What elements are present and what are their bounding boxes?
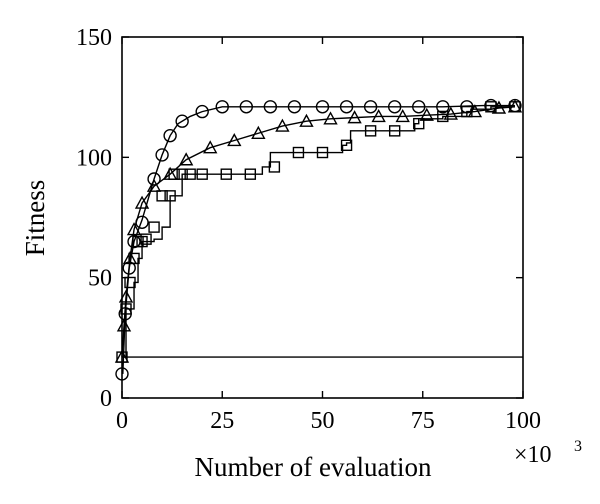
circle-marker <box>387 100 402 114</box>
circle-marker <box>263 100 278 114</box>
triangle-marker <box>178 152 194 166</box>
circle-marker <box>115 367 129 381</box>
triangle-marker <box>371 108 386 123</box>
square-marker <box>128 252 140 265</box>
plot-frame <box>121 36 524 399</box>
square-marker <box>164 190 176 202</box>
x-axis-ticks <box>121 37 524 398</box>
series-triangle <box>114 99 523 363</box>
circle-marker <box>436 100 450 114</box>
y-axis-ticks <box>122 36 523 399</box>
square-marker <box>413 117 425 130</box>
x-tick-label: 25 <box>210 408 234 434</box>
x-axis-multiplier-exponent: 3 <box>574 438 582 455</box>
circle-marker <box>163 128 177 143</box>
x-axis-multiplier-base: ×10 <box>514 442 552 468</box>
square-marker <box>316 146 329 159</box>
circle-marker <box>339 100 354 114</box>
triangle-marker <box>203 140 218 154</box>
series-line <box>121 106 516 358</box>
triangle-marker <box>395 108 410 123</box>
x-tick-label: 100 <box>505 408 541 434</box>
series-line <box>122 106 515 358</box>
circle-marker <box>215 100 229 114</box>
triangle-marker <box>146 178 162 192</box>
square-marker <box>244 168 257 180</box>
circle-marker <box>155 148 169 162</box>
circle-marker <box>287 100 302 114</box>
square-marker <box>220 168 232 180</box>
square-marker <box>120 303 132 315</box>
x-tick-label: 0 <box>116 408 128 434</box>
square-marker <box>176 168 188 180</box>
square-marker <box>168 168 180 180</box>
x-axis-label: Number of evaluation <box>195 452 432 482</box>
x-tick-label: 50 <box>311 408 335 434</box>
triangle-marker <box>323 111 338 125</box>
circle-marker <box>315 100 330 114</box>
square-marker <box>485 101 497 113</box>
y-axis-label: Fitness <box>20 180 50 257</box>
square-marker <box>292 146 305 159</box>
square-marker <box>268 161 281 173</box>
circle-marker <box>175 114 189 128</box>
square-marker <box>196 168 208 180</box>
series-square <box>116 101 521 363</box>
x-tick-label: 75 <box>411 408 435 434</box>
square-marker <box>509 101 521 113</box>
y-tick-label: 100 <box>76 145 112 171</box>
square-marker <box>124 276 136 289</box>
square-marker <box>136 235 148 248</box>
triangle-marker <box>126 222 142 236</box>
series-circle <box>115 98 522 381</box>
circle-marker <box>412 100 426 114</box>
y-axis-tick-labels: 0 50 100 150 <box>76 25 112 412</box>
square-marker <box>388 125 401 137</box>
triangle-marker <box>299 113 314 127</box>
square-marker <box>148 221 160 233</box>
circle-marker <box>239 100 254 114</box>
square-marker <box>156 190 168 202</box>
x-axis-multiplier: ×10 3 <box>514 438 582 468</box>
circle-marker <box>363 100 378 114</box>
triangle-marker <box>118 289 134 303</box>
square-marker <box>184 168 196 180</box>
triangle-marker <box>134 195 150 209</box>
square-marker <box>340 139 353 152</box>
square-marker <box>461 105 473 118</box>
circle-marker <box>147 172 161 186</box>
triangle-marker <box>275 118 290 132</box>
x-axis-tick-labels: 0 25 50 75 100 <box>116 408 541 434</box>
square-marker <box>437 110 449 123</box>
triangle-marker <box>251 125 266 139</box>
square-marker <box>364 125 377 137</box>
y-tick-label: 0 <box>100 386 112 412</box>
square-marker <box>140 233 152 245</box>
circle-marker <box>195 104 209 119</box>
triangle-marker <box>227 133 242 147</box>
series-layer <box>114 98 523 381</box>
y-tick-label: 50 <box>88 266 112 292</box>
triangle-marker <box>116 318 132 332</box>
triangle-marker <box>419 107 434 121</box>
circle-marker <box>127 234 141 249</box>
series-line <box>122 104 515 374</box>
triangle-marker <box>347 110 362 124</box>
y-tick-label: 150 <box>76 25 112 51</box>
